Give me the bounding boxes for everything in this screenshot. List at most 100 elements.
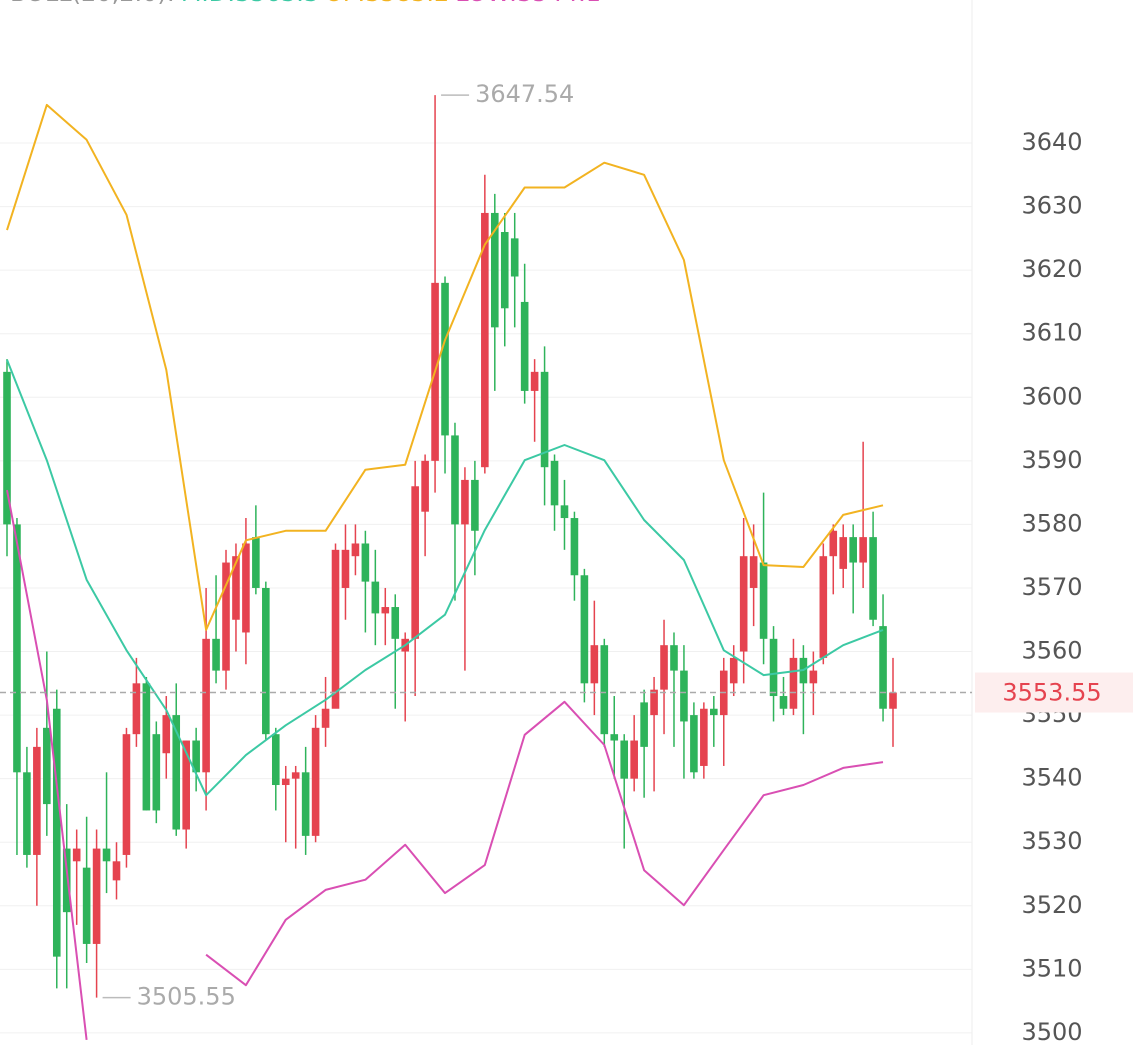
candle-body <box>142 683 151 811</box>
candle-body <box>212 638 220 671</box>
candle-body <box>560 505 569 519</box>
candle-body <box>600 645 609 735</box>
candle-body <box>520 301 529 391</box>
y-tick-label: 3600 <box>1021 382 1082 410</box>
candle-body <box>889 692 897 709</box>
header-part: UP:3583.2 <box>325 0 449 7</box>
candle-body <box>411 486 419 639</box>
candle-body <box>82 867 91 944</box>
candle-body <box>680 670 688 722</box>
candle-body <box>321 708 330 728</box>
candle-body <box>710 708 718 716</box>
candle-body <box>729 657 738 684</box>
candle-body <box>471 479 479 531</box>
candle-body <box>262 587 270 735</box>
candle-body <box>112 861 121 881</box>
candle-body <box>540 371 549 468</box>
header-part: MID:3563.3 <box>181 0 319 7</box>
candle-body <box>13 524 21 773</box>
y-tick-label: 3610 <box>1021 319 1082 347</box>
y-tick-label: 3560 <box>1021 637 1082 665</box>
candle-body <box>510 238 519 277</box>
candle-body <box>759 562 768 639</box>
candle-body <box>331 549 340 709</box>
candle-body <box>700 708 708 766</box>
candle-body <box>232 556 240 620</box>
candle-body <box>650 689 658 716</box>
candle-body <box>879 626 887 709</box>
candle-body <box>660 645 668 690</box>
candle-body <box>789 657 798 709</box>
y-tick-label: 3530 <box>1021 827 1082 855</box>
candle-body <box>869 537 877 620</box>
band-line <box>6 103 884 631</box>
candle-body <box>23 772 31 855</box>
candle-body <box>271 734 280 786</box>
candle-body <box>281 778 290 786</box>
y-tick-label: 3510 <box>1021 954 1082 982</box>
y-tick-label: 3620 <box>1021 255 1082 283</box>
extreme-label: 3647.54 <box>475 80 574 108</box>
candle-body <box>252 537 260 588</box>
candle-body <box>441 282 449 436</box>
candle-body <box>550 460 559 506</box>
candle-body <box>779 696 788 709</box>
candle-body <box>461 479 469 525</box>
candle-body <box>640 702 648 747</box>
candle-body <box>192 740 200 773</box>
band-line <box>6 489 884 1041</box>
candle-body <box>152 734 161 811</box>
candle-body <box>52 708 61 957</box>
candle-body <box>361 543 370 582</box>
candle-body <box>530 371 539 391</box>
y-tick-label: 3590 <box>1021 446 1082 474</box>
candle-body <box>739 556 748 652</box>
candle-body <box>132 683 141 735</box>
y-tick-label: 3500 <box>1021 1018 1082 1045</box>
last-price-bg <box>975 672 1133 713</box>
overlay: BOLL(20,2.0): MID:3563.3 UP:3583.2 LOW:3544… <box>0 0 1133 1011</box>
candle-body <box>580 575 589 684</box>
candle-body <box>570 518 579 576</box>
candle-body <box>311 727 320 836</box>
candle-body <box>829 530 838 557</box>
candle-body <box>62 848 71 913</box>
y-tick-label: 3630 <box>1021 192 1082 220</box>
candle-body <box>122 734 131 855</box>
candle-body <box>291 772 300 779</box>
candle-body <box>182 740 190 830</box>
candle-body <box>222 562 230 671</box>
last-price-label: 3553.55 <box>1002 679 1101 707</box>
candle-body <box>670 645 678 671</box>
header-part: BOLL(20,2.0): <box>10 0 175 7</box>
y-tick-label: 3640 <box>1021 128 1082 156</box>
candle-body <box>500 232 509 309</box>
header-part: LOW:3544.1 <box>455 0 601 7</box>
candle-body <box>690 715 698 773</box>
candle-body <box>43 727 51 805</box>
candle-body <box>341 549 350 588</box>
candle-body <box>451 435 459 525</box>
extreme-label: 3505.55 <box>137 983 236 1011</box>
candle-body <box>242 543 250 633</box>
candle-body <box>421 460 429 512</box>
y-tick-label: 3520 <box>1021 891 1082 919</box>
candle-body <box>630 740 638 779</box>
candle-body <box>301 772 310 836</box>
candle-body <box>839 537 848 569</box>
y-tick-label: 3580 <box>1021 509 1082 537</box>
candle-body <box>371 581 380 614</box>
y-tick-label: 3570 <box>1021 573 1082 601</box>
candle-body <box>381 607 390 614</box>
candle-body <box>481 212 489 468</box>
candle-body <box>490 212 499 328</box>
candle-body <box>819 556 828 658</box>
candle-body <box>172 715 181 830</box>
candle-body <box>391 607 400 639</box>
candle-body <box>809 670 818 684</box>
candle-body <box>33 746 41 855</box>
indicator-header: BOLL(20,2.0): MID:3563.3 UP:3583.2 LOW:3544… <box>10 0 601 7</box>
candle-body <box>102 848 111 862</box>
candle-body <box>351 543 360 557</box>
